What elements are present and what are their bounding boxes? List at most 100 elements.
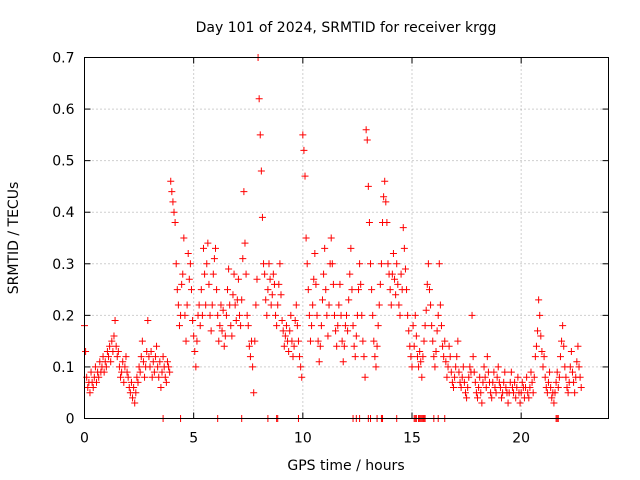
data-point [388, 270, 396, 278]
data-point [444, 363, 452, 371]
data-point [470, 368, 478, 376]
data-point [267, 301, 275, 309]
data-point [288, 337, 296, 345]
data-point [279, 327, 287, 335]
data-point [256, 131, 264, 139]
y-tick-label: 0.7 [52, 51, 74, 67]
data-point [217, 301, 225, 309]
data-point [244, 322, 252, 330]
data-point [208, 301, 216, 309]
data-point [344, 327, 352, 335]
data-point [504, 399, 512, 407]
data-point [212, 244, 219, 252]
data-point [421, 322, 429, 330]
data-point [575, 363, 583, 371]
data-point [220, 342, 228, 350]
data-point [448, 378, 456, 386]
data-point [138, 337, 146, 345]
data-point [527, 368, 535, 376]
data-point [155, 373, 163, 381]
data-point [540, 353, 548, 361]
data-point [346, 270, 354, 278]
data-point [299, 131, 307, 139]
data-point [368, 286, 376, 294]
data-point [180, 234, 188, 242]
data-point [132, 389, 140, 397]
data-point [380, 193, 388, 201]
data-point [412, 332, 420, 340]
data-point [364, 182, 372, 190]
data-point [474, 394, 481, 402]
data-point [502, 384, 510, 392]
data-point [230, 270, 238, 278]
y-tick-label: 0 [66, 412, 75, 428]
data-point [93, 378, 101, 386]
data-point [298, 373, 306, 381]
data-point [154, 363, 162, 371]
data-point [530, 373, 538, 381]
data-point [478, 399, 486, 407]
data-point [387, 301, 395, 309]
data-point [480, 363, 488, 371]
data-point [149, 358, 157, 366]
data-point [512, 394, 520, 402]
data-point [179, 270, 187, 278]
data-point [363, 136, 371, 144]
data-point [197, 286, 205, 294]
data-point [213, 286, 221, 294]
data-point [401, 265, 409, 273]
data-point [304, 286, 312, 294]
data-point [134, 378, 142, 386]
data-point [137, 353, 145, 361]
data-point [451, 373, 459, 381]
data-point [252, 301, 260, 309]
data-point [201, 270, 209, 278]
x-axis-label: GPS time / hours [287, 458, 404, 474]
data-point [297, 363, 305, 371]
data-point [161, 373, 169, 381]
data-point [439, 342, 447, 350]
data-point [203, 260, 211, 268]
data-point [399, 224, 407, 232]
data-point [369, 311, 377, 319]
data-point [209, 270, 217, 278]
data-point [562, 373, 570, 381]
data-point [464, 384, 472, 392]
data-point [372, 363, 380, 371]
data-point [170, 208, 178, 216]
y-tick-label: 0.6 [52, 102, 74, 118]
chart-title: Day 101 of 2024, SRMTID for receiver krg… [196, 20, 497, 36]
data-point [475, 384, 483, 392]
data-point [501, 368, 509, 376]
data-point [434, 311, 442, 319]
data-point [538, 347, 546, 355]
data-point [417, 358, 425, 366]
data-point [373, 342, 381, 350]
data-point [415, 363, 423, 371]
data-point [325, 301, 333, 309]
data-point [131, 399, 139, 407]
data-point [215, 337, 223, 345]
data-point [458, 373, 466, 381]
data-point [122, 353, 130, 361]
data-point [275, 280, 283, 288]
data-point [315, 358, 323, 366]
data-point [343, 311, 350, 319]
x-tick-label: 5 [189, 431, 198, 447]
y-tick-label: 0.5 [52, 154, 74, 170]
data-point [389, 249, 397, 257]
data-point [355, 286, 363, 294]
data-point [409, 322, 417, 330]
data-point [428, 322, 436, 330]
data-point [548, 394, 556, 402]
data-point [269, 270, 277, 278]
data-point [422, 306, 430, 314]
data-point [249, 363, 257, 371]
data-point [303, 260, 311, 268]
data-point [537, 332, 545, 340]
data-point [338, 337, 346, 345]
y-tick-label: 0.1 [52, 360, 74, 376]
data-point [339, 358, 347, 366]
data-point [420, 337, 428, 345]
data-point [514, 373, 522, 381]
